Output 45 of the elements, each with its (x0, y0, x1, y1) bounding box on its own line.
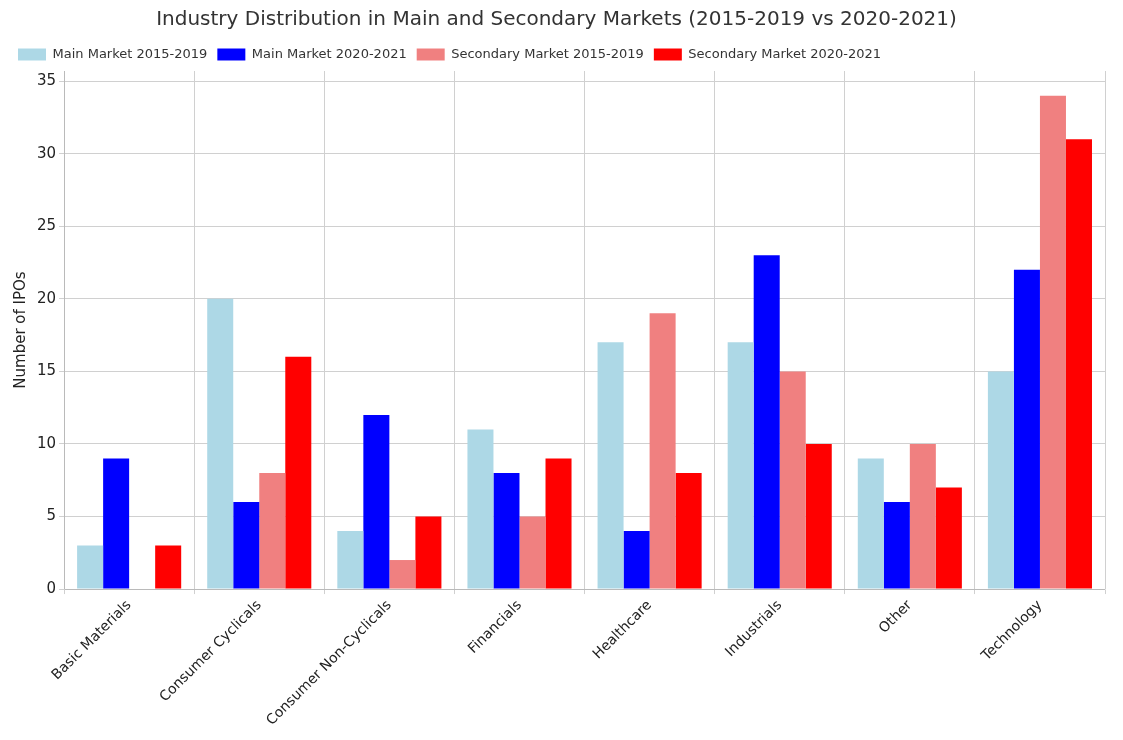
legend-label: Main Market 2015-2019 (52, 45, 208, 61)
y-tick-label: 15 (36, 361, 57, 380)
bar (597, 342, 624, 589)
legend-label: Secondary Market 2015-2019 (451, 45, 644, 61)
bar (155, 545, 182, 589)
y-axis-title: Number of IPOs (10, 271, 29, 389)
bar (675, 472, 702, 589)
bar (753, 255, 780, 589)
bar (103, 458, 130, 589)
bar (883, 501, 910, 589)
bar (909, 443, 936, 589)
y-tick-label: 25 (36, 216, 57, 235)
bar (1013, 269, 1040, 589)
bar (1039, 95, 1066, 589)
bar (857, 458, 884, 589)
bar (545, 458, 572, 589)
chart-title: Industry Distribution in Main and Secondary Markets (2015-2019 vs 2020-2021) (156, 6, 957, 31)
bar (337, 531, 364, 589)
bar (649, 313, 676, 589)
bar (493, 472, 520, 589)
bar (285, 356, 312, 589)
legend-label: Secondary Market 2020-2021 (688, 45, 882, 61)
bar (233, 501, 260, 589)
bar (623, 531, 650, 589)
y-tick-label: 30 (36, 143, 57, 162)
bar (779, 371, 806, 589)
bar (987, 371, 1014, 589)
bar (519, 516, 546, 589)
bar (363, 414, 390, 589)
bar (467, 429, 494, 589)
bar (389, 560, 416, 589)
bar (1065, 139, 1092, 589)
y-tick-label: 0 (46, 578, 57, 597)
y-tick-label: 5 (46, 506, 57, 525)
bar (207, 298, 234, 589)
bar (935, 487, 962, 589)
bar (727, 342, 754, 589)
bar (805, 443, 832, 589)
y-tick-label: 20 (36, 288, 57, 307)
y-tick-label: 35 (36, 71, 57, 90)
bar (415, 516, 442, 589)
y-tick-label: 10 (36, 433, 57, 452)
bar (259, 472, 286, 589)
legend-label: Main Market 2020-2021 (251, 45, 407, 61)
bar (77, 545, 104, 589)
